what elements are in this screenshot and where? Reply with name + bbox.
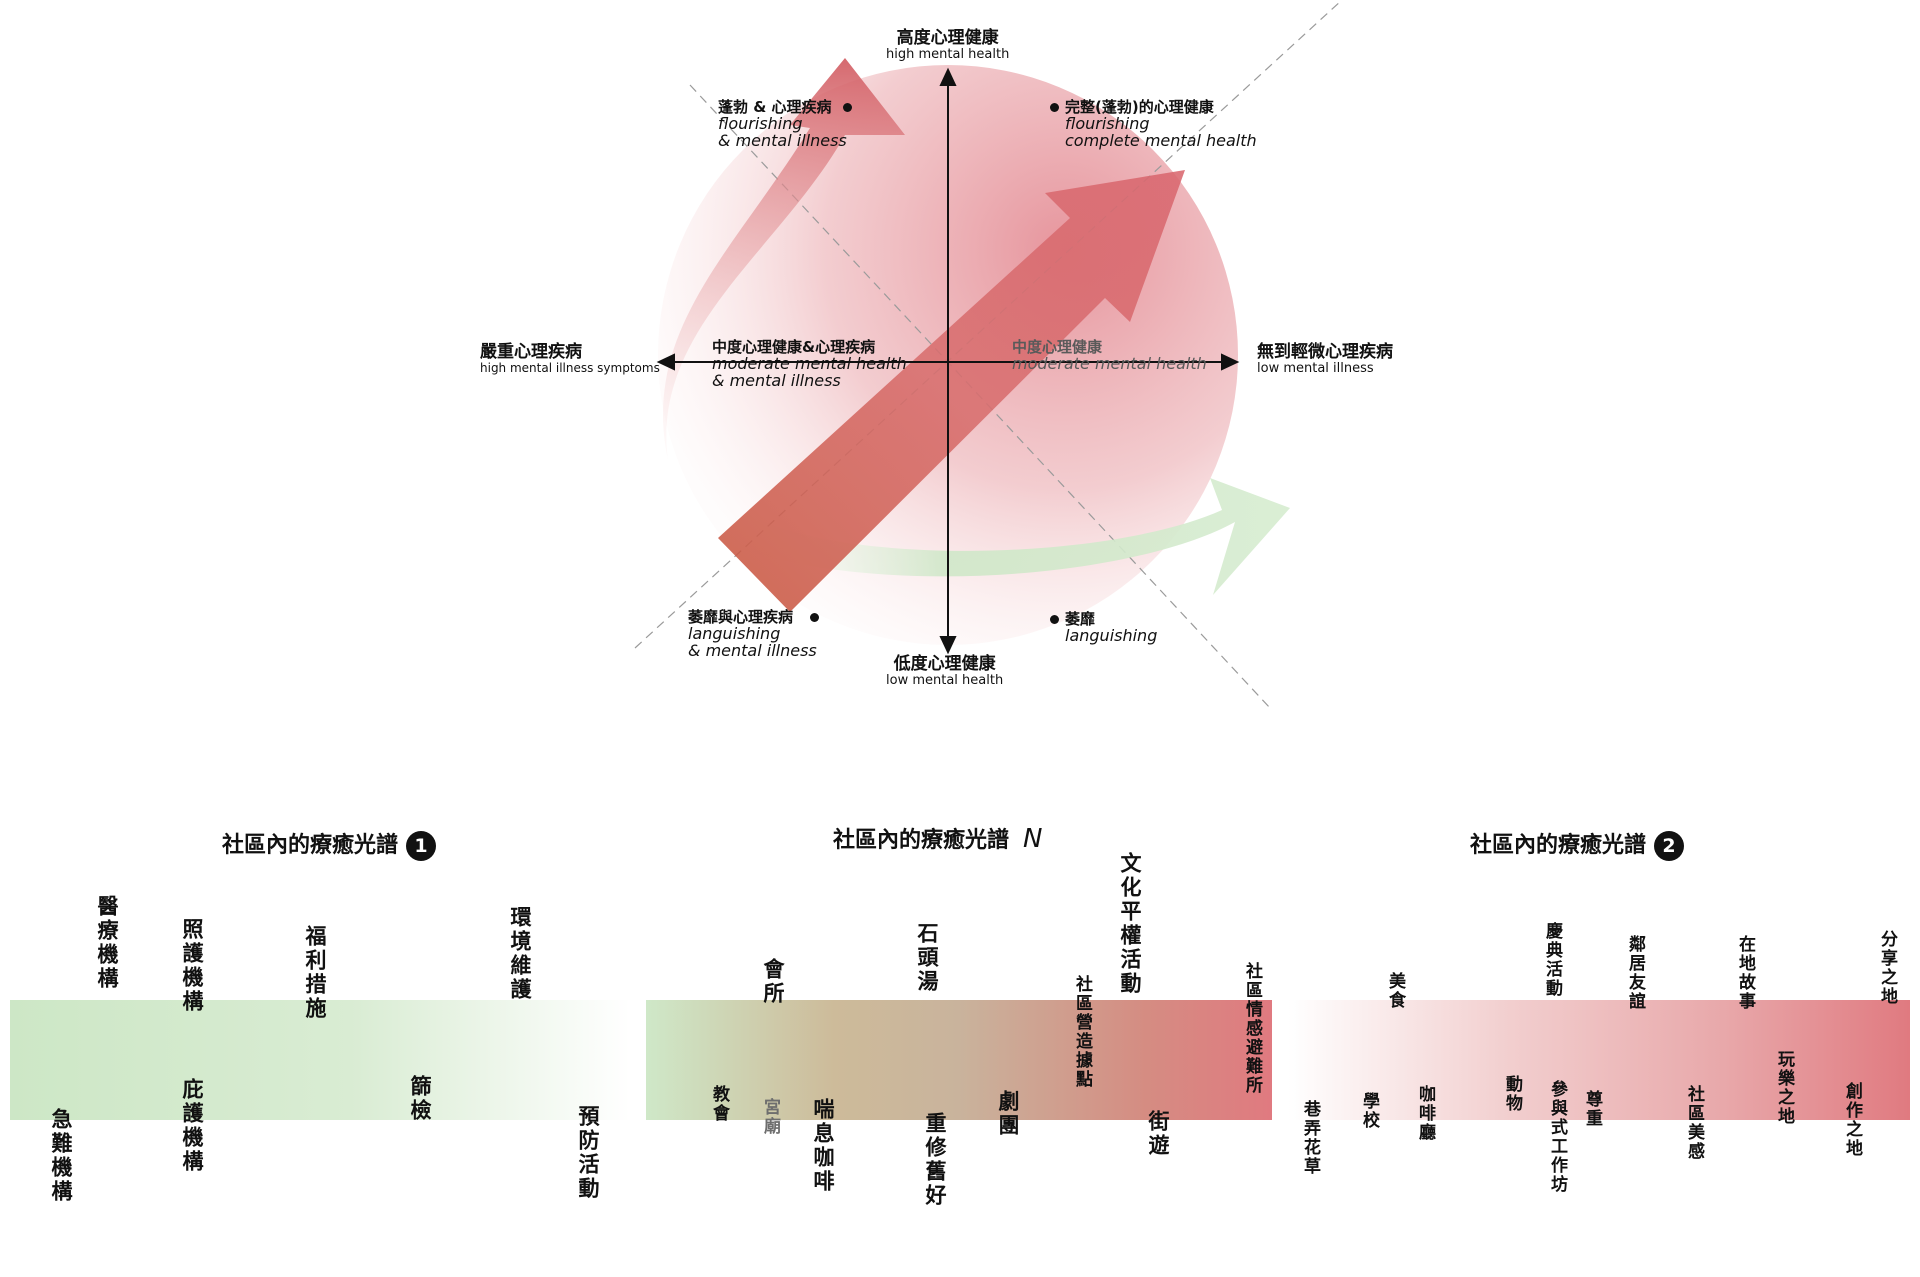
- sn-item-community-base: 社區營造據點: [1072, 975, 1092, 1089]
- bl-dot: [810, 613, 820, 622]
- sn-item-stone-soup: 石頭湯: [915, 922, 939, 994]
- ml-en1: moderate mental health: [712, 353, 907, 373]
- diagonal-arrow: [718, 170, 1185, 612]
- ml-en2: & mental illness: [712, 370, 841, 390]
- spectrum-1-badge: 1: [406, 831, 437, 861]
- br-zh: 萎靡: [1065, 610, 1096, 628]
- s1-item-screening: 篩檢: [408, 1075, 432, 1123]
- spectrum-n-badge: N: [1023, 824, 1043, 854]
- tl-en2: & mental illness: [718, 130, 847, 150]
- axis-bottom-en: low mental health: [886, 672, 1004, 688]
- tl-zh: 蓬勃 & 心理疾病: [718, 98, 832, 116]
- spectrum-2-title: 社區內的療癒光譜 2: [1470, 827, 1685, 861]
- axis-top-zh: 高度心理健康: [896, 28, 999, 48]
- s2-item-respect: 尊重: [1582, 1090, 1602, 1128]
- tr-dot: [1050, 103, 1059, 112]
- sn-item-temple: 宮廟: [760, 1098, 780, 1136]
- s1-item-shelter: 庇護機構: [180, 1078, 204, 1174]
- s2-item-aesthetics: 社區美感: [1684, 1085, 1704, 1161]
- axis-right-zh: 無到輕微心理疾病: [1257, 342, 1393, 362]
- sn-item-emotional-refuge: 社區情感避難所: [1242, 962, 1262, 1095]
- s2-item-school: 學校: [1359, 1092, 1379, 1130]
- spectrum-n-band: [646, 1000, 1272, 1120]
- spectrum-2-badge: 2: [1654, 831, 1685, 861]
- spectrum-2-title-text: 社區內的療癒光譜: [1470, 833, 1647, 858]
- s2-item-festival: 慶典活動: [1542, 922, 1562, 998]
- spectrum-n-title-text: 社區內的療癒光譜: [833, 828, 1010, 853]
- br-dot: [1050, 615, 1059, 624]
- axis-top-en: high mental health: [886, 46, 1010, 62]
- s1-item-care: 照護機構: [180, 918, 204, 1014]
- sn-item-church: 教會: [709, 1085, 729, 1123]
- tl-en1: flourishing: [718, 113, 803, 133]
- spectrum-1-title-text: 社區內的療癒光譜: [222, 833, 399, 858]
- spectrum-n-title: 社區內的療癒光譜 N: [833, 822, 1042, 854]
- s1-item-prevention: 預防活動: [576, 1105, 600, 1201]
- sn-item-clubhouse: 會所: [761, 958, 785, 1006]
- s2-item-sharing-place: 分享之地: [1877, 930, 1897, 1006]
- s2-item-cafe: 咖啡廳: [1415, 1085, 1435, 1142]
- quadrant-bottom-left: 萎靡與心理疾病 languishing & mental illness: [688, 608, 820, 660]
- s2-item-play-place: 玩樂之地: [1774, 1050, 1794, 1126]
- axes: [656, 67, 1240, 655]
- quadrant-mid-left: 中度心理健康&心理疾病 moderate mental health & men…: [712, 338, 907, 390]
- spectrum-1-band: [10, 1000, 630, 1120]
- tr-en1: flourishing: [1065, 113, 1150, 133]
- axis-label-top: 高度心理健康 high mental health: [886, 28, 1010, 62]
- s2-item-alley-plants: 巷弄花草: [1300, 1100, 1320, 1176]
- axis-label-right: 無到輕微心理疾病 low mental illness: [1257, 342, 1393, 376]
- quadrant-bottom-right: 萎靡 languishing: [1050, 610, 1158, 645]
- axis-label-left: 嚴重心理疾病 high mental illness symptoms: [480, 342, 660, 375]
- sn-item-cultural-equality: 文化平權活動: [1118, 852, 1142, 996]
- sn-item-respite-cafe: 喘息咖啡: [811, 1098, 835, 1194]
- br-en1: languishing: [1065, 625, 1158, 645]
- s2-item-animals: 動物: [1502, 1075, 1522, 1113]
- ml-zh: 中度心理健康&心理疾病: [712, 338, 876, 356]
- tr-zh: 完整(蓬勃)的心理健康: [1065, 98, 1214, 116]
- s2-item-food: 美食: [1385, 972, 1405, 1010]
- mr-zh: 中度心理健康: [1012, 338, 1103, 356]
- bl-zh: 萎靡與心理疾病: [688, 608, 794, 626]
- tr-en2: complete mental health: [1065, 130, 1257, 150]
- tl-dot: [842, 103, 852, 112]
- spectrum-2-band: [1288, 1000, 1910, 1120]
- s1-item-emergency: 急難機構: [49, 1108, 73, 1204]
- quadrant-mid-right: 中度心理健康 moderate mental health: [1012, 338, 1207, 373]
- mental-health-quadrant-diagram: [634, 0, 1343, 709]
- quadrant-top-right: 完整(蓬勃)的心理健康 flourishing complete mental …: [1050, 98, 1257, 150]
- green-curved-arrow: [715, 478, 1290, 595]
- s1-item-welfare: 福利措施: [303, 925, 327, 1021]
- s2-item-workshop: 參與式工作坊: [1547, 1080, 1567, 1194]
- sn-item-street-tour: 街遊: [1146, 1110, 1170, 1158]
- s1-item-environment: 環境維護: [508, 906, 532, 1002]
- s2-item-creation-place: 創作之地: [1842, 1082, 1862, 1158]
- sn-item-reconcile: 重修舊好: [923, 1112, 947, 1208]
- s2-item-neighbor: 鄰居友誼: [1625, 935, 1645, 1011]
- axis-bottom-zh: 低度心理健康: [893, 654, 996, 674]
- s2-item-local-story: 在地故事: [1735, 935, 1755, 1011]
- axis-left-zh: 嚴重心理疾病: [480, 342, 582, 362]
- axis-left-en: high mental illness symptoms: [480, 360, 660, 375]
- bl-en1: languishing: [688, 623, 781, 643]
- mr-en1: moderate mental health: [1012, 353, 1207, 373]
- sn-item-theatre: 劇團: [996, 1090, 1020, 1138]
- quadrant-top-left: 蓬勃 & 心理疾病 flourishing & mental illness: [718, 98, 852, 150]
- s1-item-medical: 醫療機構: [95, 895, 119, 991]
- bl-en2: & mental illness: [688, 640, 817, 660]
- axis-right-en: low mental illness: [1257, 360, 1374, 376]
- axis-label-bottom: 低度心理健康 low mental health: [886, 654, 1004, 688]
- spectrum-1-title: 社區內的療癒光譜 1: [222, 827, 437, 861]
